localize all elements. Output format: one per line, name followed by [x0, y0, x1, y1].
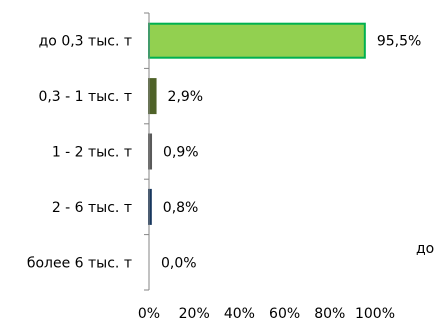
- value-label-0: 95,5%: [377, 34, 421, 50]
- category-label-1: 0,3 - 1 тыс. т: [38, 89, 132, 105]
- category-labels-group: до 0,3 тыс. т 0,3 - 1 тыс. т 1 - 2 тыс. т 2…: [27, 34, 132, 272]
- category-label-0: до 0,3 тыс. т: [39, 34, 132, 50]
- category-label-2: 1 - 2 тыс. т: [52, 145, 132, 161]
- bars-group: [148, 22, 366, 225]
- x-tick-label-2: 40%: [224, 306, 255, 322]
- value-label-2: 0,9%: [163, 145, 199, 161]
- value-label-3: 0,8%: [163, 200, 199, 216]
- value-label-4: 0,0%: [161, 255, 197, 271]
- x-tick-label-0: 0%: [138, 306, 160, 322]
- value-labels-group: 95,5% 2,9% 0,9% 0,8% 0,0%: [161, 34, 421, 272]
- bar-0: [148, 22, 366, 59]
- value-label-1: 2,9%: [168, 89, 204, 105]
- category-label-4: более 6 тыс. т: [27, 255, 132, 271]
- x-tick-label-3: 60%: [269, 306, 300, 322]
- x-tick-label-5: 100%: [355, 306, 395, 322]
- legend-fragment: до: [416, 241, 434, 257]
- x-tick-label-4: 80%: [314, 306, 345, 322]
- x-axis: 0% 20% 40% 60% 80% 100%: [138, 12, 395, 322]
- bar-1: [148, 78, 157, 115]
- x-tick-label-1: 20%: [179, 306, 210, 322]
- category-label-3: 2 - 6 тыс. т: [52, 200, 132, 216]
